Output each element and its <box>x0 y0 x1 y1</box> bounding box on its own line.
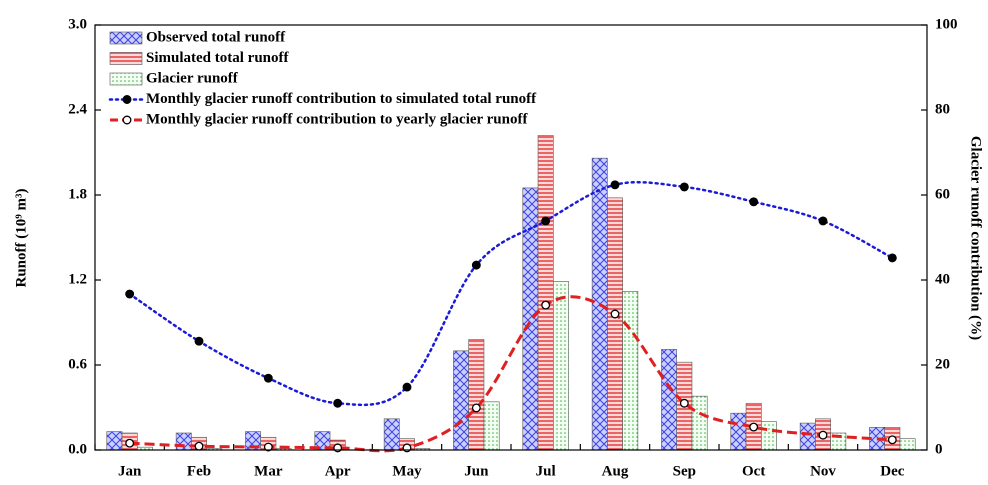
y-tick-label: 1.2 <box>68 271 87 287</box>
marker <box>679 398 689 408</box>
legend-label: Monthly glacier runoff contribution to y… <box>146 111 528 127</box>
bar <box>483 401 500 451</box>
marker <box>818 216 828 226</box>
bar <box>106 431 123 451</box>
bar <box>691 395 708 451</box>
y2-tick-label: 40 <box>935 271 950 287</box>
bar <box>730 412 747 451</box>
bar <box>537 135 554 451</box>
legend-label: Simulated total runoff <box>146 50 290 66</box>
marker <box>263 373 273 383</box>
marker <box>887 435 897 445</box>
marker <box>402 382 412 392</box>
bar <box>383 418 400 451</box>
legend-marker <box>122 115 132 125</box>
marker <box>541 216 551 226</box>
y2-tick-label: 100 <box>935 16 958 32</box>
legend-label: Monthly glacier runoff contribution to s… <box>146 91 537 107</box>
bar <box>661 349 678 451</box>
legend-swatch <box>109 52 143 65</box>
y-tick-label: 2.4 <box>68 101 87 117</box>
x-tick-label: Aug <box>602 463 629 479</box>
line <box>128 180 894 407</box>
x-tick-label: Mar <box>254 463 283 479</box>
bar <box>552 281 569 451</box>
legend-label: Glacier runoff <box>146 70 239 86</box>
y-tick-label: 1.8 <box>68 186 87 202</box>
y2-tick-label: 60 <box>935 186 950 202</box>
x-tick-label: Feb <box>187 463 211 479</box>
marker <box>125 289 135 299</box>
marker <box>887 253 897 263</box>
marker <box>471 403 481 413</box>
marker <box>194 441 204 451</box>
y-tick-label: 3.0 <box>68 16 87 32</box>
x-tick-label: Jul <box>536 463 556 479</box>
marker <box>125 438 135 448</box>
x-tick-label: Oct <box>742 463 765 479</box>
y2-tick-label: 0 <box>935 441 943 457</box>
plot-frame <box>94 24 928 451</box>
marker <box>610 180 620 190</box>
legend-swatch <box>109 72 143 86</box>
marker <box>263 442 273 452</box>
y-axis-label: Runoff (10⁹ m³) <box>13 189 29 288</box>
line <box>129 295 893 453</box>
marker <box>610 309 620 319</box>
marker <box>333 398 343 408</box>
marker <box>749 197 759 207</box>
x-tick-label: Jun <box>464 463 489 479</box>
bar <box>175 432 192 451</box>
x-tick-label: Sep <box>673 463 696 479</box>
bar <box>622 291 639 451</box>
bar <box>760 421 777 451</box>
y2-axis-label: Glacier runoff contribution (%) <box>968 136 984 340</box>
bar <box>453 350 470 451</box>
x-tick-label: Nov <box>810 463 836 479</box>
marker <box>194 336 204 346</box>
bar <box>899 438 916 451</box>
legend-label: Observed total runoff <box>146 29 286 45</box>
bar <box>607 197 623 451</box>
marker <box>679 182 689 192</box>
marker <box>471 260 481 270</box>
x-tick-label: Apr <box>325 463 351 479</box>
y2-tick-label: 20 <box>935 356 950 372</box>
marker <box>818 430 828 440</box>
bar <box>468 339 485 451</box>
marker <box>749 422 759 432</box>
y2-tick-label: 80 <box>935 101 950 117</box>
marker <box>541 300 551 310</box>
x-tick-label: May <box>392 463 422 479</box>
bar <box>799 422 816 451</box>
legend-marker <box>122 95 132 104</box>
x-tick-label: Jan <box>118 463 142 479</box>
y-tick-label: 0.0 <box>68 441 87 457</box>
y-tick-label: 0.6 <box>68 356 87 372</box>
legend-swatch <box>109 31 143 45</box>
x-tick-label: Dec <box>880 463 904 479</box>
